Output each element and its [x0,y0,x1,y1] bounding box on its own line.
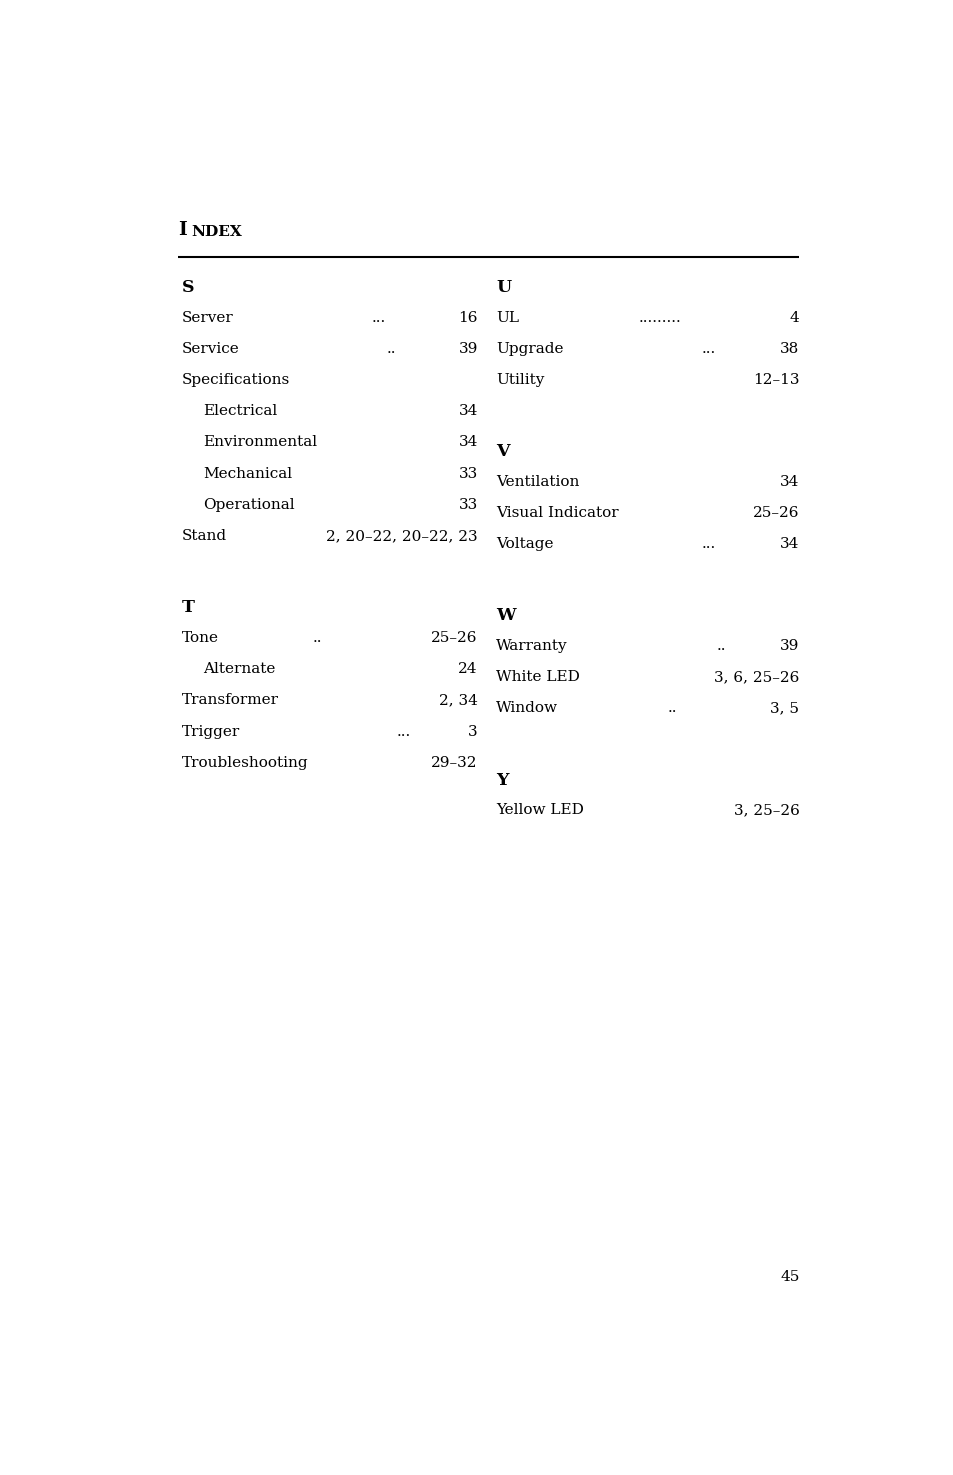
Text: S: S [182,279,194,296]
Text: Ventilation: Ventilation [496,475,579,488]
Text: Visual Indicator: Visual Indicator [496,506,618,519]
Text: T: T [182,599,194,617]
Text: 3, 6, 25–26: 3, 6, 25–26 [714,670,799,684]
Text: ..: .. [716,639,725,653]
Text: 24: 24 [457,662,477,676]
Text: Window: Window [496,701,558,715]
Text: Yellow LED: Yellow LED [496,802,583,817]
Text: ...: ... [701,342,716,355]
Text: Alternate: Alternate [203,662,274,676]
Text: Troubleshooting: Troubleshooting [182,755,309,770]
Text: .........: ......... [639,311,680,324]
Text: 16: 16 [457,311,477,324]
Text: 2, 20–22, 20–22, 23: 2, 20–22, 20–22, 23 [326,530,477,543]
Text: White LED: White LED [496,670,579,684]
Text: 2, 34: 2, 34 [438,693,477,708]
Text: U: U [496,279,511,296]
Text: 33: 33 [458,466,477,481]
Text: 29–32: 29–32 [431,755,477,770]
Text: I: I [178,221,187,239]
Text: Trigger: Trigger [182,724,240,739]
Text: Upgrade: Upgrade [496,342,563,355]
Text: W: W [496,608,516,624]
Text: 45: 45 [780,1270,799,1285]
Text: Tone: Tone [182,631,219,645]
Text: 4: 4 [789,311,799,324]
Text: 3: 3 [468,724,477,739]
Text: 39: 39 [780,639,799,653]
Text: Y: Y [496,771,508,789]
Text: Environmental: Environmental [203,435,316,450]
Text: Transformer: Transformer [182,693,279,708]
Text: 25–26: 25–26 [752,506,799,519]
Text: Service: Service [182,342,239,355]
Text: 34: 34 [458,435,477,450]
Text: UL: UL [496,311,518,324]
Text: Electrical: Electrical [203,404,276,419]
Text: 34: 34 [780,537,799,552]
Text: Stand: Stand [182,530,227,543]
Text: ...: ... [701,537,716,552]
Text: 34: 34 [780,475,799,488]
Text: Operational: Operational [203,499,294,512]
Text: ..: .. [667,701,677,715]
Text: Warranty: Warranty [496,639,567,653]
Text: 33: 33 [458,499,477,512]
Text: 38: 38 [780,342,799,355]
Text: 34: 34 [458,404,477,419]
Text: 3, 5: 3, 5 [770,701,799,715]
Text: 12–13: 12–13 [752,373,799,386]
Text: 25–26: 25–26 [431,631,477,645]
Text: Voltage: Voltage [496,537,554,552]
Text: ..: .. [386,342,395,355]
Text: 39: 39 [458,342,477,355]
Text: Mechanical: Mechanical [203,466,292,481]
Text: ..: .. [313,631,322,645]
Text: ...: ... [396,724,410,739]
Text: V: V [496,444,509,460]
Text: Server: Server [182,311,233,324]
Text: NDEX: NDEX [192,226,242,239]
Text: Utility: Utility [496,373,544,386]
Text: ...: ... [372,311,386,324]
Text: 3, 25–26: 3, 25–26 [733,802,799,817]
Text: Specifications: Specifications [182,373,290,386]
